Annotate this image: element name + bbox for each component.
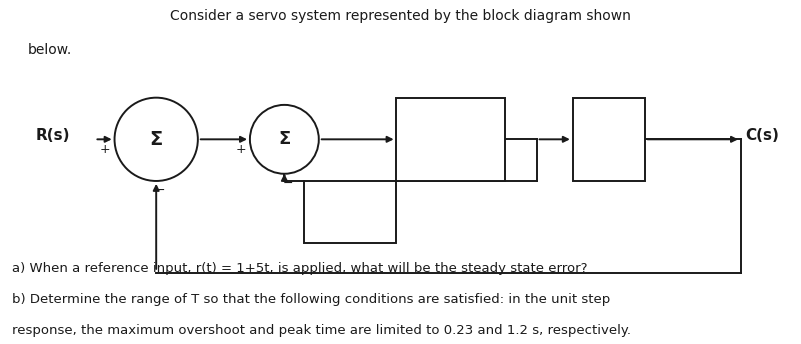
Text: response, the maximum overshoot and peak time are limited to 0.23 and 1.2 s, res: response, the maximum overshoot and peak…	[12, 324, 631, 337]
Text: 1: 1	[604, 115, 614, 129]
Text: s+1: s+1	[437, 148, 465, 162]
Text: 100: 100	[437, 117, 464, 131]
FancyBboxPatch shape	[304, 181, 396, 243]
Text: C(s): C(s)	[745, 128, 779, 143]
Text: T: T	[346, 204, 355, 219]
Text: R(s): R(s)	[36, 128, 70, 143]
FancyBboxPatch shape	[396, 98, 505, 181]
Text: s: s	[606, 150, 612, 163]
Text: b) Determine the range of T so that the following conditions are satisfied: in t: b) Determine the range of T so that the …	[12, 293, 610, 306]
Text: −: −	[155, 184, 166, 197]
Text: Σ: Σ	[150, 130, 163, 149]
Text: Consider a servo system represented by the block diagram shown: Consider a servo system represented by t…	[170, 9, 631, 23]
Text: −: −	[283, 177, 294, 190]
FancyBboxPatch shape	[573, 98, 645, 181]
Text: a) When a reference input, r(t) = 1+5t, is applied, what will be the steady stat: a) When a reference input, r(t) = 1+5t, …	[12, 262, 587, 275]
Text: +: +	[100, 143, 111, 156]
Text: Σ: Σ	[278, 130, 291, 148]
Text: below.: below.	[28, 43, 72, 57]
Text: +: +	[235, 143, 246, 156]
